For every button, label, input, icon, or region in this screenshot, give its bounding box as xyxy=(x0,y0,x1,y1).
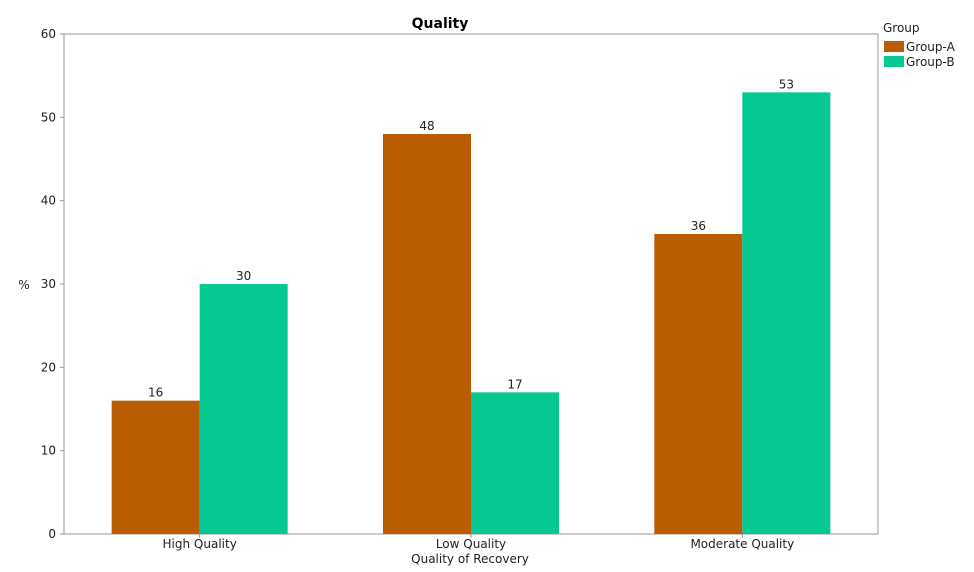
legend-swatch xyxy=(884,56,904,67)
data-label: 48 xyxy=(419,119,434,133)
legend-entry-label: Group-B xyxy=(906,55,955,69)
data-label: 36 xyxy=(691,219,706,233)
legend-swatch xyxy=(884,41,904,52)
bar-group-a xyxy=(111,400,200,534)
y-tick-label: 20 xyxy=(41,360,56,374)
x-axis: High Quality Low Quality Moderate Quality xyxy=(163,534,794,551)
bars-group xyxy=(111,92,831,534)
y-tick-label: 10 xyxy=(41,444,56,458)
bar-group-a xyxy=(654,234,743,534)
bar-group-b xyxy=(742,92,831,534)
x-tick-label: Moderate Quality xyxy=(690,537,794,551)
y-tick-label: 60 xyxy=(41,27,56,41)
data-label: 30 xyxy=(236,269,251,283)
data-label: 16 xyxy=(148,386,163,400)
bar-group-b xyxy=(199,284,288,534)
data-label: 17 xyxy=(507,377,522,391)
y-axis: 0 10 20 30 40 50 60 xyxy=(41,27,64,541)
legend-title: Group xyxy=(883,21,920,35)
x-axis-label: Quality of Recovery xyxy=(411,552,529,566)
bar-group-a xyxy=(383,134,471,534)
legend-entry-label: Group-A xyxy=(906,40,956,54)
y-tick-label: 50 xyxy=(41,110,56,124)
data-labels-group: 16 30 48 17 36 53 xyxy=(148,77,794,399)
y-tick-label: 0 xyxy=(48,527,56,541)
y-tick-label: 30 xyxy=(41,277,56,291)
y-axis-label: % xyxy=(18,278,29,292)
x-tick-label: High Quality xyxy=(163,537,237,551)
data-label: 53 xyxy=(779,77,794,91)
y-tick-label: 40 xyxy=(41,194,56,208)
bar-group-b xyxy=(471,392,559,534)
x-tick-label: Low Quality xyxy=(436,537,506,551)
chart-title: Quality xyxy=(412,16,469,32)
